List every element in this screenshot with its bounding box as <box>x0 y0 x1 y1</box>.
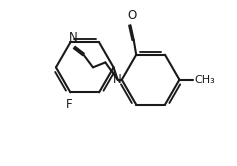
Text: N: N <box>68 31 77 44</box>
Text: N: N <box>113 73 122 86</box>
Text: O: O <box>128 9 137 22</box>
Text: CH₃: CH₃ <box>194 75 215 85</box>
Text: F: F <box>66 98 73 111</box>
